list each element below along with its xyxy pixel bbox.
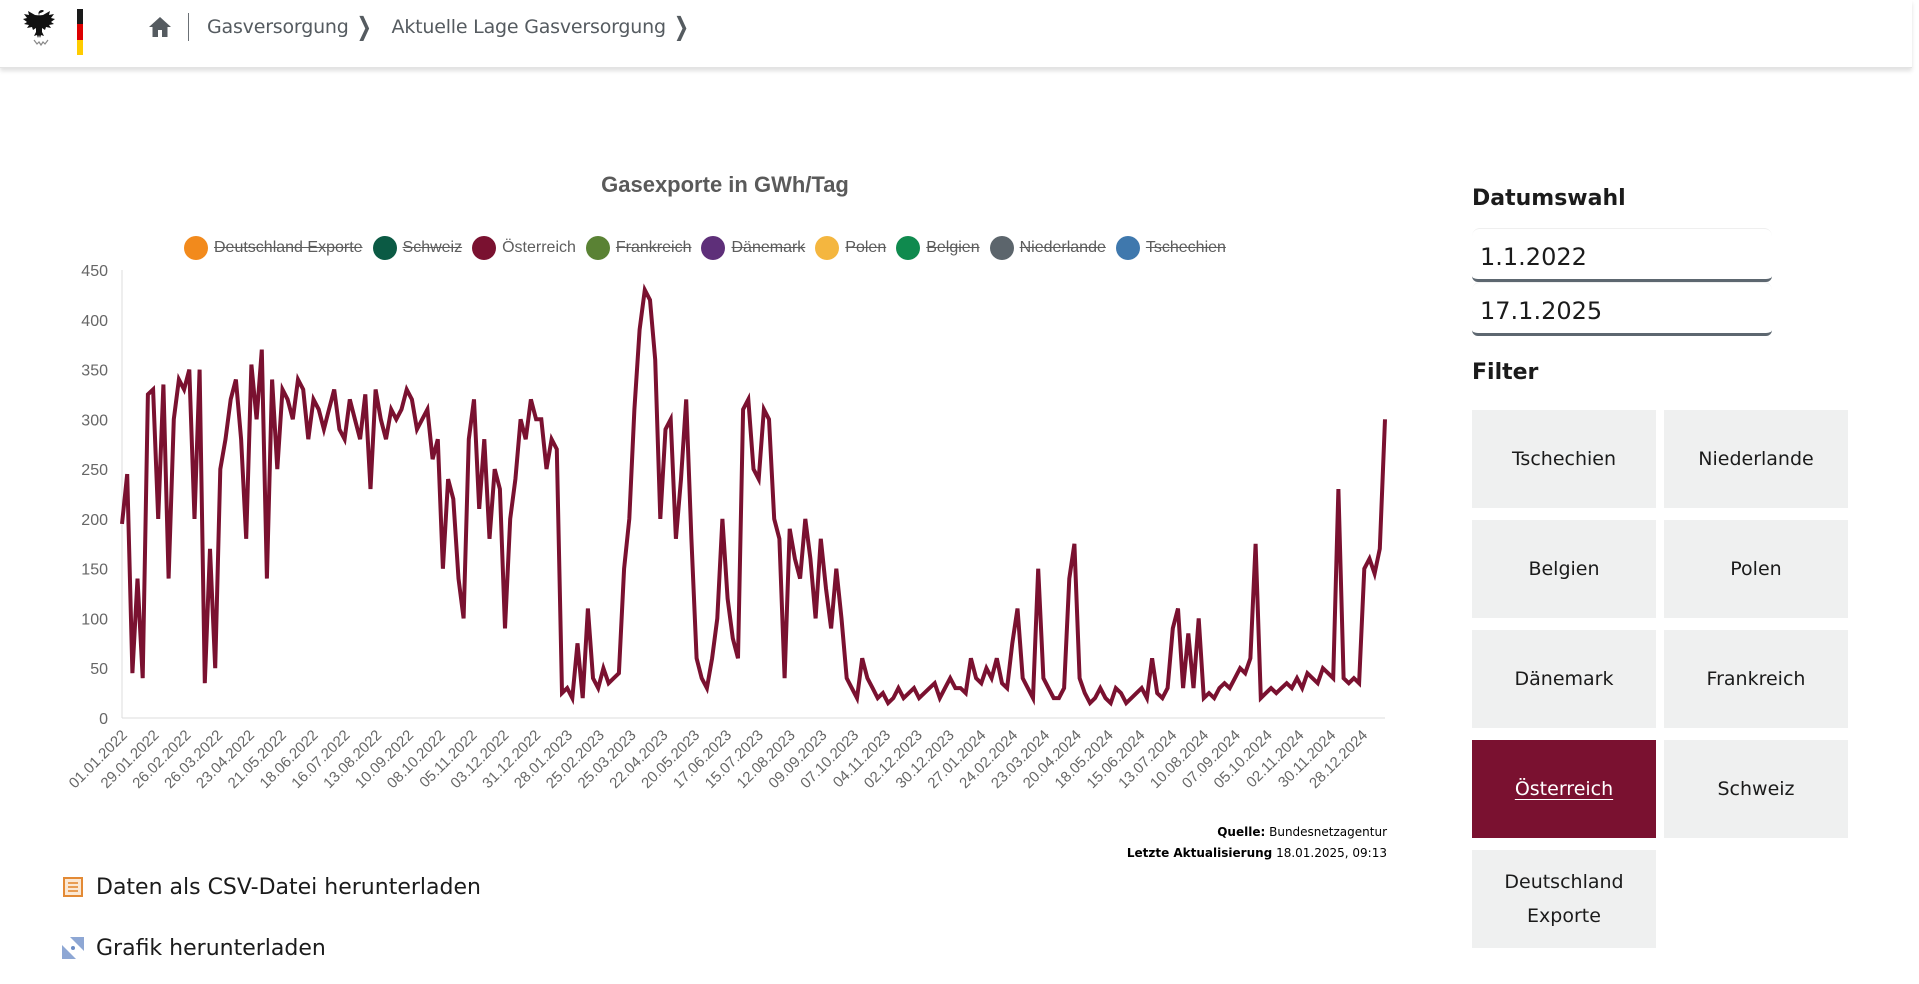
y-tick-label: 350 (81, 363, 108, 380)
y-tick-label: 250 (81, 462, 108, 479)
chart-legend: Deutschland Exporte Schweiz Österreich Fran… (184, 236, 1236, 260)
legend-item[interactable]: Polen (815, 236, 886, 260)
download-image-label: Grafik herunterladen (96, 935, 326, 961)
breadcrumb: Gasversorgung ❯ Aktuelle Lage Gasversorg… (148, 10, 709, 44)
x-axis: 01.01.202229.01.202226.02.202226.03.2022… (66, 717, 1385, 792)
series-line-0[interactable] (120, 283, 1387, 707)
y-tick-label: 100 (81, 611, 108, 628)
image-icon (62, 937, 84, 959)
source-value: Bundesnetzagentur (1269, 825, 1387, 839)
legend-label: Tschechien (1145, 239, 1226, 256)
download-image-link[interactable]: Grafik herunterladen (62, 927, 481, 969)
y-tick-label: 200 (81, 512, 108, 529)
y-tick-label: 150 (81, 562, 108, 579)
federal-logo[interactable] (20, 6, 90, 55)
breadcrumb-label: Aktuelle Lage Gasversorgung (391, 16, 667, 38)
chart-title: Gasexporte in GWh/Tag (601, 172, 849, 197)
breadcrumb-aktuelle-lage[interactable]: Aktuelle Lage Gasversorgung ❯ (391, 12, 689, 41)
line-chart: 0 50 100 150 200 250 300 350 400 450 01.01.202229… (66, 263, 1387, 792)
date-selection-heading: Datumswahl (1472, 186, 1626, 211)
breadcrumb-separator (188, 13, 189, 41)
legend-color-dot (184, 236, 208, 260)
legend-label: Deutschland Exporte (214, 239, 363, 256)
filter-button[interactable]: Schweiz (1664, 740, 1848, 838)
site-header: Gasversorgung ❯ Aktuelle Lage Gasversorg… (0, 0, 1912, 68)
legend-color-dot (585, 236, 610, 260)
y-tick-label: 0 (99, 711, 108, 728)
filter-button[interactable]: Österreich (1472, 740, 1656, 838)
filter-button[interactable]: Tschechien (1472, 410, 1656, 508)
legend-label: Österreich (502, 239, 576, 256)
legend-label: Niederlande (1019, 239, 1106, 256)
filter-grid: Tschechien Niederlande Belgien Polen Dänemar… (1472, 410, 1852, 948)
y-tick-label: 450 (81, 263, 108, 280)
legend-item[interactable]: Deutschland Exporte (184, 236, 363, 260)
legend-item[interactable]: Belgien (896, 236, 980, 260)
federal-eagle-icon (23, 10, 55, 47)
legend-color-dot (372, 236, 397, 260)
home-icon[interactable] (148, 15, 172, 39)
legend-color-dot (815, 236, 840, 260)
legend-color-dot (896, 236, 921, 260)
chart-source: Quelle: Bundesnetzagentur Letzte Aktuali… (1127, 822, 1387, 864)
legend-color-dot (1115, 236, 1140, 260)
legend-item[interactable]: Österreich (472, 236, 576, 260)
filter-button[interactable]: Frankreich (1664, 630, 1848, 728)
date-from-input[interactable] (1472, 228, 1772, 282)
download-csv-label: Daten als CSV-Datei herunterladen (96, 874, 481, 900)
legend-label: Schweiz (402, 239, 463, 256)
legend-label: Frankreich (615, 239, 692, 256)
document-icon (63, 877, 83, 897)
legend-color-dot (701, 236, 726, 260)
legend-item[interactable]: Schweiz (372, 236, 463, 260)
legend-item[interactable]: Niederlande (989, 236, 1106, 260)
filter-button[interactable]: Belgien (1472, 520, 1656, 618)
breadcrumb-label: Gasversorgung (207, 16, 349, 38)
breadcrumb-gasversorgung[interactable]: Gasversorgung ❯ (207, 12, 372, 41)
chevron-right-icon: ❯ (356, 12, 372, 42)
filter-button[interactable]: Niederlande (1664, 410, 1848, 508)
source-label: Quelle: (1217, 825, 1266, 839)
legend-label: Polen (845, 239, 887, 256)
filter-button[interactable]: Polen (1664, 520, 1848, 618)
y-tick-label: 400 (81, 313, 108, 330)
legend-color-dot (989, 236, 1014, 260)
filter-heading: Filter (1472, 360, 1539, 385)
filter-sidebar: Datumswahl Filter TschechienNiederlandeB… (1472, 186, 1852, 948)
legend-item[interactable]: Tschechien (1115, 236, 1226, 260)
download-links: Daten als CSV-Datei herunterladen Grafik… (62, 866, 481, 984)
legend-item[interactable]: Dänemark (701, 236, 805, 260)
filter-button[interactable]: Dänemark (1472, 630, 1656, 728)
download-csv-link[interactable]: Daten als CSV-Datei herunterladen (62, 866, 481, 908)
legend-color-dot (472, 236, 497, 260)
legend-item[interactable]: Frankreich (585, 236, 692, 260)
updated-label: Letzte Aktualisierung (1126, 846, 1273, 860)
german-flag-bar (77, 9, 83, 55)
legend-label: Belgien (926, 239, 980, 256)
date-to-input[interactable] (1472, 282, 1772, 336)
updated-value: 18.01.2025, 09:13 (1276, 846, 1387, 860)
y-axis: 0 50 100 150 200 250 300 350 400 450 (81, 263, 123, 728)
y-tick-label: 50 (90, 661, 108, 678)
chevron-right-icon: ❯ (673, 12, 689, 42)
y-tick-label: 300 (81, 412, 108, 429)
legend-label: Dänemark (731, 239, 806, 256)
filter-button[interactable]: Deutschland Exporte (1472, 850, 1656, 948)
series-lines (120, 283, 1387, 707)
